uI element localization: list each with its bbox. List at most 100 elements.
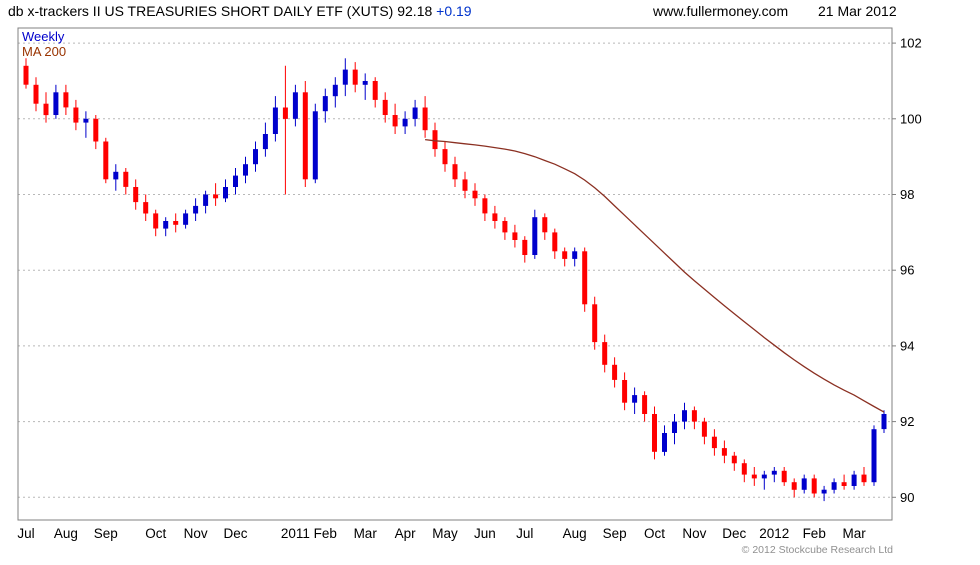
candle-body	[721, 448, 727, 456]
candle-body	[512, 232, 518, 240]
x-axis-label: Dec	[722, 526, 746, 541]
ma200-line	[425, 138, 885, 413]
candle-body	[562, 251, 568, 259]
candle-body	[592, 304, 598, 343]
candle-body	[282, 107, 288, 119]
candle-body	[731, 455, 737, 464]
candle-body	[53, 92, 59, 115]
candle-body	[382, 99, 388, 115]
candle-body	[422, 107, 428, 131]
candle-body	[761, 474, 767, 479]
y-axis-label: 92	[900, 414, 914, 429]
x-axis-label: Feb	[314, 526, 337, 541]
candle-body	[552, 232, 558, 252]
candle-body	[332, 84, 338, 97]
candle-body	[302, 92, 308, 180]
price-chart: 90 92 94 96 98 100 102 Jul Aug Sep Oct Nov Dec 2011 Fe…	[0, 22, 980, 560]
x-axis-label: Mar	[842, 526, 866, 541]
plot-border	[17, 27, 893, 521]
candle-body	[432, 130, 438, 150]
instrument-title-group: db x-trackers II US TREASURIES SHORT DAI…	[8, 3, 472, 19]
candle-body	[402, 118, 408, 127]
candle-body	[73, 107, 79, 123]
candle-body	[103, 141, 109, 180]
candle-body	[233, 175, 238, 187]
x-axis-label: Aug	[563, 526, 587, 541]
candle-body	[412, 107, 418, 119]
candle-body	[642, 395, 648, 414]
candle-body	[522, 239, 528, 255]
candle-body	[372, 81, 378, 100]
candle-body	[203, 194, 209, 206]
candle-body	[472, 190, 478, 199]
candle-body	[272, 107, 278, 134]
x-axis-label: 2012	[759, 526, 789, 541]
candle-body	[572, 251, 578, 259]
candle-body	[532, 217, 538, 255]
candle-body	[173, 221, 179, 225]
x-axis-label: Jun	[474, 526, 496, 541]
candle-body	[582, 251, 588, 305]
candle-body	[662, 433, 667, 452]
candle-body	[482, 198, 488, 214]
candle-body	[262, 134, 268, 150]
candlestick-plot: 90 92 94 96 98 100 102 Jul Aug Sep Oct Nov Dec 2011 Fe…	[17, 27, 922, 541]
candle-body	[452, 164, 458, 180]
candle-body	[83, 118, 89, 123]
candle-body	[602, 342, 608, 365]
candle-body	[243, 164, 248, 176]
candle-body	[612, 364, 618, 380]
website-link[interactable]: www.fullermoney.com	[653, 3, 789, 19]
y-axis-label: 94	[900, 338, 914, 353]
candle-body	[213, 194, 219, 199]
x-axis-label: Feb	[803, 526, 826, 541]
x-axis-label: Sep	[94, 526, 118, 541]
y-axis-label: 100	[900, 111, 922, 126]
candle-body	[542, 217, 548, 233]
y-axis-label: 98	[900, 187, 914, 202]
candle-body	[811, 478, 817, 494]
candle-body	[751, 474, 757, 479]
x-axis-label: 2011	[281, 526, 310, 541]
instrument-title: db x-trackers II US TREASURIES SHORT DAI…	[8, 3, 394, 19]
x-axis-label: Sep	[603, 526, 627, 541]
candle-body	[442, 149, 448, 165]
candle-body	[701, 421, 707, 437]
candle-body	[23, 65, 29, 85]
candle-body	[861, 474, 867, 483]
x-axis-label: May	[432, 526, 458, 541]
candle-body	[253, 149, 258, 165]
candle-body	[292, 92, 298, 119]
candle-body	[771, 470, 777, 475]
candle-body	[113, 171, 119, 180]
x-axis-label: Jul	[516, 526, 533, 541]
candle-body	[871, 429, 877, 483]
x-axis-label: Aug	[54, 526, 78, 541]
candle-body	[502, 221, 508, 233]
candle-body	[801, 478, 807, 490]
candle-body	[93, 118, 99, 142]
x-axis-label: Oct	[644, 526, 665, 541]
candle-body	[851, 474, 857, 486]
x-axis-label: Dec	[223, 526, 247, 541]
candle-body	[63, 92, 69, 108]
copyright-notice: © 2012 Stockcube Research Ltd	[741, 544, 893, 556]
candle-body	[791, 482, 797, 490]
candle-body	[163, 221, 169, 229]
x-axis-label: Jul	[17, 526, 34, 541]
candle-body	[682, 410, 687, 422]
candle-body	[462, 179, 468, 191]
candle-body	[691, 410, 697, 422]
candle-body	[881, 414, 887, 430]
candle-body	[33, 84, 39, 104]
y-axis-label: 90	[900, 490, 914, 505]
candle-body	[352, 69, 358, 85]
candle-body	[153, 213, 159, 229]
candle-body	[841, 482, 847, 486]
chart-date: 21 Mar 2012	[818, 3, 897, 19]
candle-body	[392, 115, 398, 127]
candle-body	[781, 470, 787, 483]
x-axis-label: Oct	[145, 526, 166, 541]
candle-body	[672, 421, 677, 433]
price-change: +0.19	[436, 3, 472, 19]
